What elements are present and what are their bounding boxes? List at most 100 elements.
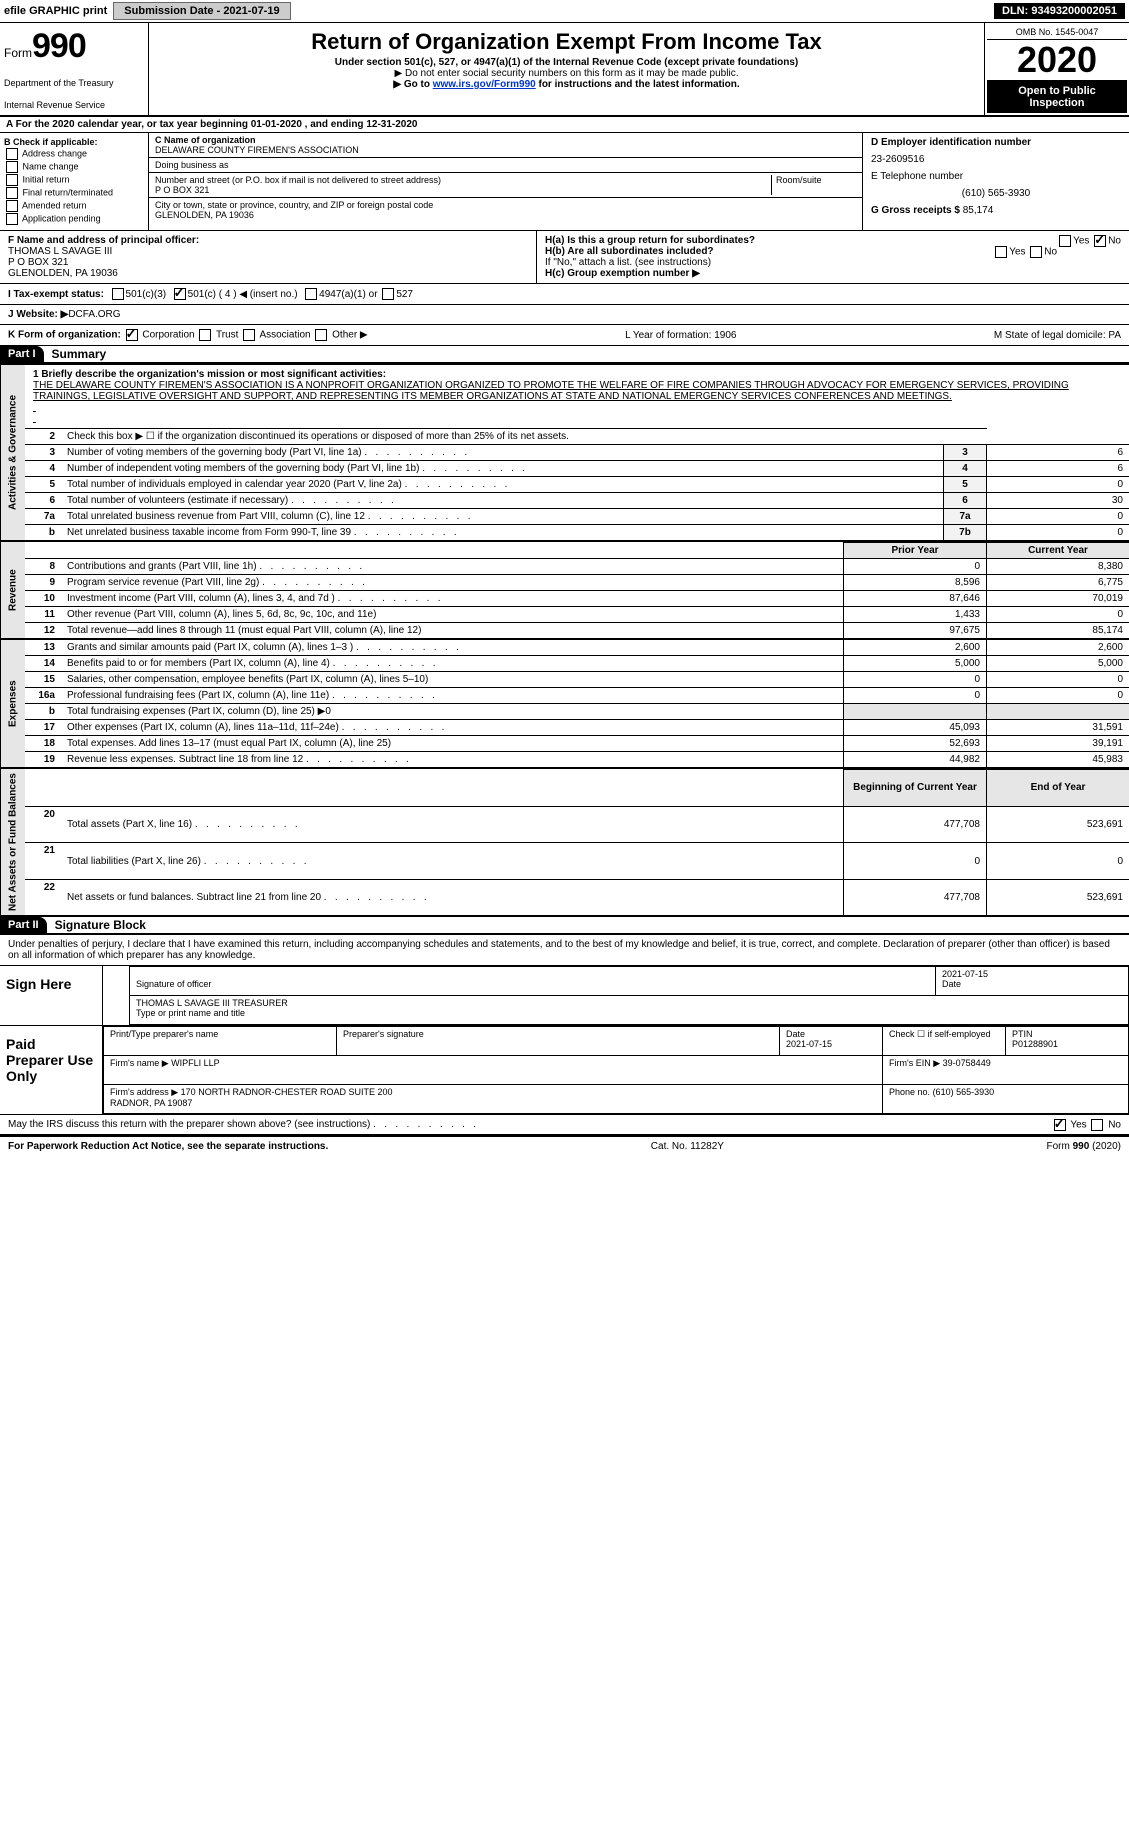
l7b-n: b [25, 525, 61, 541]
mission-section: 1 Briefly describe the organization's mi… [25, 365, 1129, 428]
expenses-table: 13Grants and similar amounts paid (Part … [25, 640, 1129, 767]
l19-cy: 45,983 [987, 752, 1129, 768]
revenue-table: Prior YearCurrent Year 8Contributions an… [25, 542, 1129, 638]
sidetab-netassets: Net Assets or Fund Balances [0, 769, 25, 915]
l16a-py: 0 [844, 688, 987, 704]
chk-name-change[interactable]: Name change [4, 161, 144, 173]
line2-n: 2 [25, 429, 61, 445]
note-ssn: ▶ Do not enter social security numbers o… [157, 68, 976, 79]
website-row: J Website: ▶ DCFA.ORG [0, 305, 1129, 325]
top-bar: efile GRAPHIC print Submission Date - 20… [0, 0, 1129, 23]
chk-trust[interactable] [199, 329, 211, 341]
chk-final-return[interactable]: Final return/terminated [4, 187, 144, 199]
chk-corp[interactable] [126, 329, 138, 341]
l13-n: 13 [25, 640, 61, 656]
l16a-n: 16a [25, 688, 61, 704]
tax-exempt-status: I Tax-exempt status: 501(c)(3) 501(c) ( … [0, 284, 1129, 305]
net-hdr-blank [25, 770, 844, 807]
chk-address-change[interactable]: Address change [4, 148, 144, 160]
l16a-label: Professional fundraising fees (Part IX, … [61, 688, 844, 704]
l7a-label: Total unrelated business revenue from Pa… [61, 509, 944, 525]
dba-label: Doing business as [155, 160, 229, 170]
discuss-yes[interactable] [1054, 1119, 1066, 1131]
cell-org-name: C Name of organization DELAWARE COUNTY F… [149, 133, 862, 158]
form-header: Form990 Department of the Treasury Inter… [0, 23, 1129, 117]
sign-here-row: Sign Here Signature of officer 2021-07-1… [0, 966, 1129, 1026]
l6-idx: 6 [944, 493, 987, 509]
hb-row: H(b) Are all subordinates included? Yes … [545, 246, 1121, 257]
submission-date-button[interactable]: Submission Date - 2021-07-19 [113, 2, 290, 20]
goto-prefix: ▶ Go to [393, 79, 432, 90]
website-value: DCFA.ORG [68, 309, 120, 320]
l10-cy: 70,019 [987, 591, 1129, 607]
l5-v: 0 [987, 477, 1129, 493]
l22-py: 477,708 [844, 879, 987, 915]
k-org-form: K Form of organization: Corporation Trus… [0, 325, 1129, 346]
l18-n: 18 [25, 736, 61, 752]
ha-yes[interactable] [1059, 235, 1071, 247]
form-subtitle: Under section 501(c), 527, or 4947(a)(1)… [157, 57, 976, 68]
l3-n: 3 [25, 445, 61, 461]
l17-cy: 31,591 [987, 720, 1129, 736]
chk-amended[interactable]: Amended return [4, 200, 144, 212]
part2-title: Signature Block [47, 918, 146, 932]
chk-527[interactable] [382, 288, 394, 300]
l9-n: 9 [25, 575, 61, 591]
phone-label: E Telephone number [871, 171, 1121, 182]
l8-label: Contributions and grants (Part VIII, lin… [61, 559, 844, 575]
col-d-ein: D Employer identification number 23-2609… [862, 133, 1129, 230]
l21-label: Total liabilities (Part X, line 26) [61, 843, 844, 880]
l8-cy: 8,380 [987, 559, 1129, 575]
dln-label: DLN: 93493200002051 [994, 3, 1125, 19]
form-prefix: Form [4, 46, 32, 60]
addr-label: Number and street (or P.O. box if mail i… [155, 175, 441, 185]
officer-h-row: F Name and address of principal officer:… [0, 231, 1129, 284]
l20-n: 20 [25, 806, 61, 843]
l12-cy: 85,174 [987, 623, 1129, 639]
prep-sig-cell[interactable]: Preparer's signature [337, 1027, 780, 1056]
header-left: Form990 Department of the Treasury Inter… [0, 23, 149, 115]
hb-yes[interactable] [995, 246, 1007, 258]
l8-py: 0 [844, 559, 987, 575]
room-suite: Room/suite [771, 175, 856, 195]
l16a-cy: 0 [987, 688, 1129, 704]
l-year-formation: L Year of formation: 1906 [625, 330, 736, 341]
chk-assoc[interactable] [243, 329, 255, 341]
ha-no[interactable] [1094, 235, 1106, 247]
cell-city: City or town, state or province, country… [149, 198, 862, 222]
l12-label: Total revenue—add lines 8 through 11 (mu… [61, 623, 844, 639]
officer-name-cell: THOMAS L SAVAGE III TREASURERType or pri… [130, 996, 1129, 1025]
paid-preparer-row: Paid Preparer Use Only Print/Type prepar… [0, 1026, 1129, 1115]
l9-cy: 6,775 [987, 575, 1129, 591]
chk-501c[interactable] [174, 288, 186, 300]
paid-preparer-label: Paid Preparer Use Only [0, 1026, 103, 1114]
prep-selfemp-cell[interactable]: Check ☐ if self-employed [883, 1027, 1006, 1056]
l5-label: Total number of individuals employed in … [61, 477, 944, 493]
chk-other[interactable] [315, 329, 327, 341]
chk-501c3[interactable] [112, 288, 124, 300]
tax-year: 2020 [987, 40, 1127, 81]
org-name: DELAWARE COUNTY FIREMEN'S ASSOCIATION [155, 145, 359, 155]
l7b-label: Net unrelated business taxable income fr… [61, 525, 944, 541]
hb-no[interactable] [1030, 246, 1042, 258]
officer-name: THOMAS L SAVAGE III [8, 246, 112, 257]
cell-address: Number and street (or P.O. box if mail i… [149, 173, 862, 198]
l19-py: 44,982 [844, 752, 987, 768]
paid-preparer-fields: Print/Type preparer's name Preparer's si… [103, 1026, 1129, 1114]
open-to-public: Open to Public Inspection [987, 81, 1127, 113]
chk-4947[interactable] [305, 288, 317, 300]
hdr-prior-year: Prior Year [844, 543, 987, 559]
prep-name-cell[interactable]: Print/Type preparer's name [104, 1027, 337, 1056]
chk-app-pending[interactable]: Application pending [4, 213, 144, 225]
expenses-block: Expenses 13Grants and similar amounts pa… [0, 640, 1129, 769]
irs-link[interactable]: www.irs.gov/Form990 [433, 79, 536, 90]
sig-officer-cell[interactable]: Signature of officer [130, 967, 936, 996]
l11-label: Other revenue (Part VIII, column (A), li… [61, 607, 844, 623]
discuss-no[interactable] [1091, 1119, 1103, 1131]
col-b-checkboxes: B Check if applicable: Address change Na… [0, 133, 149, 230]
l8-n: 8 [25, 559, 61, 575]
chk-initial-return[interactable]: Initial return [4, 174, 144, 186]
form-title: Return of Organization Exempt From Incom… [157, 29, 976, 55]
l19-n: 19 [25, 752, 61, 768]
l7a-idx: 7a [944, 509, 987, 525]
